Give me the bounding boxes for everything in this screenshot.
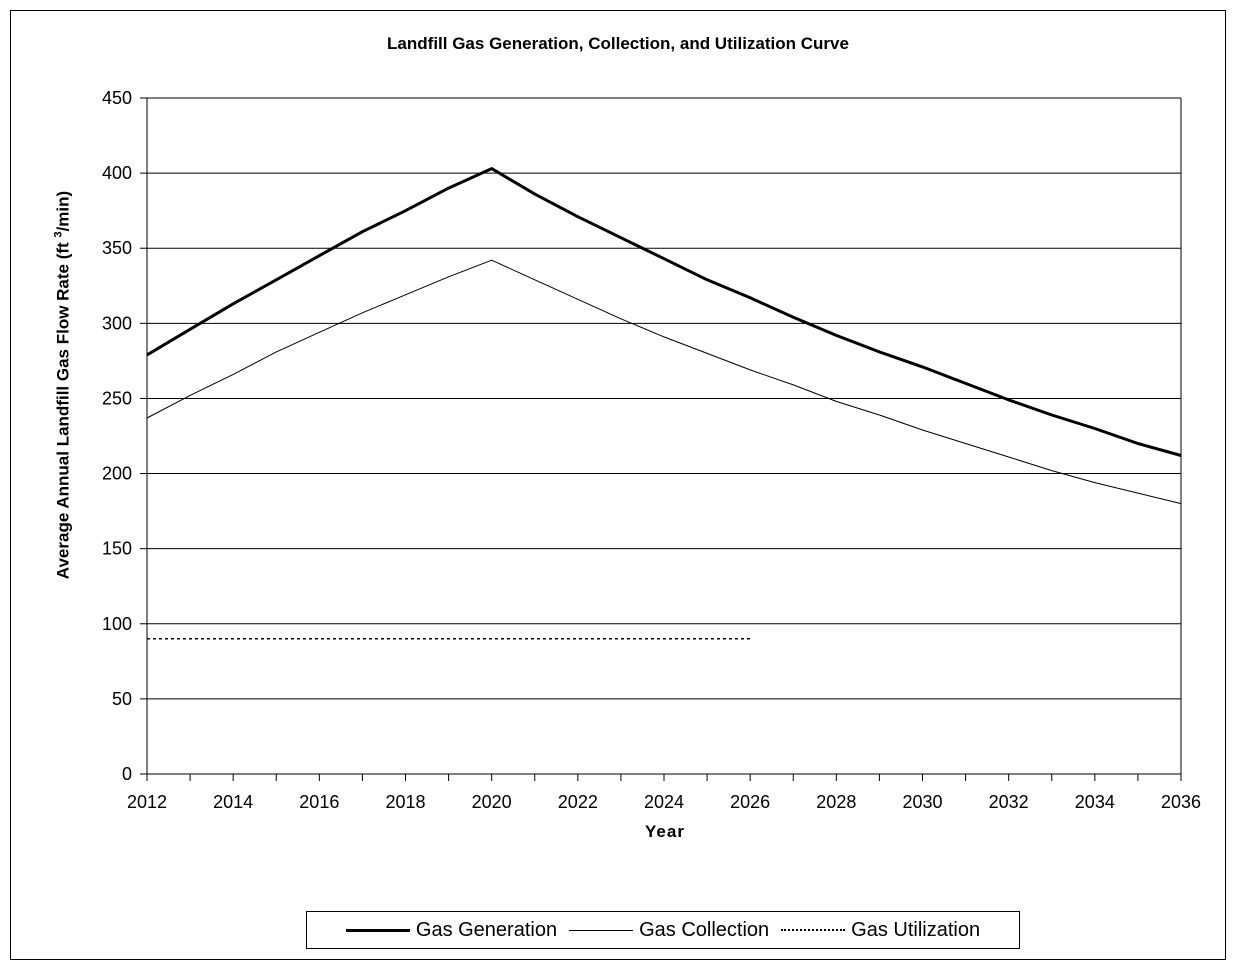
y-tick-label: 300 xyxy=(102,313,132,333)
y-tick-label: 350 xyxy=(102,238,132,258)
x-tick-label: 2030 xyxy=(902,792,942,812)
y-tick-label: 0 xyxy=(122,764,132,784)
series-line-gas-collection xyxy=(146,259,1182,505)
x-tick-label: 2020 xyxy=(472,792,512,812)
series-line-gas-generation xyxy=(146,167,1182,457)
legend-item-collection: Gas Collection xyxy=(569,919,769,942)
x-tick-label: 2036 xyxy=(1161,792,1201,812)
x-tick-label: 2018 xyxy=(385,792,425,812)
legend-swatch-collection xyxy=(569,929,634,931)
chart-title: Landfill Gas Generation, Collection, and… xyxy=(387,34,849,53)
x-tick-label: 2024 xyxy=(644,792,684,812)
legend-label-generation: Gas Generation xyxy=(415,918,558,941)
y-tick-label: 400 xyxy=(102,163,132,183)
x-tick-label: 2028 xyxy=(816,792,856,812)
tick-labels: 0 50 100 150 200 250 300 350 400 450 2012 2014 2016 2… xyxy=(102,88,1201,812)
legend-label-utilization: Gas Utilization xyxy=(851,918,981,941)
y-tick-label: 450 xyxy=(102,88,132,108)
y-tick-label: 100 xyxy=(102,614,132,634)
x-tick-label: 2032 xyxy=(989,792,1029,812)
y-axis-label-main: Average Annual Landfill Gas Flow Rate (f… xyxy=(53,242,73,580)
grid-lines xyxy=(147,97,1181,700)
legend-swatch-generation xyxy=(345,928,410,932)
y-axis-label-end: /min) xyxy=(53,190,73,232)
chart-frame xyxy=(10,10,1226,960)
y-tick-label: 150 xyxy=(102,539,132,559)
axes xyxy=(140,97,1182,781)
x-tick-label: 2026 xyxy=(730,792,770,812)
x-tick-label: 2014 xyxy=(213,792,253,812)
legend-item-utilization: Gas Utilization xyxy=(781,919,980,942)
legend-label-collection: Gas Collection xyxy=(639,918,770,941)
y-axis-label-superscript: 3 xyxy=(52,231,65,238)
legend: Gas Generation Gas Collection Gas Utiliz… xyxy=(306,911,1020,949)
y-axis-label: Average Annual Landfill Gas Flow Rate (f… xyxy=(53,191,74,579)
legend-item-generation: Gas Generation xyxy=(345,918,558,942)
x-tick-label: 2022 xyxy=(558,792,598,812)
y-tick-label: 50 xyxy=(112,689,132,709)
y-tick-label: 200 xyxy=(102,464,132,484)
x-axis-label: Year xyxy=(645,822,685,841)
x-tick-label: 2016 xyxy=(299,792,339,812)
series-lines xyxy=(146,167,1182,640)
y-tick-label: 250 xyxy=(102,388,132,408)
x-tick-label: 2034 xyxy=(1075,792,1115,812)
legend-swatch-utilization xyxy=(781,929,846,931)
x-tick-label: 2012 xyxy=(127,792,167,812)
